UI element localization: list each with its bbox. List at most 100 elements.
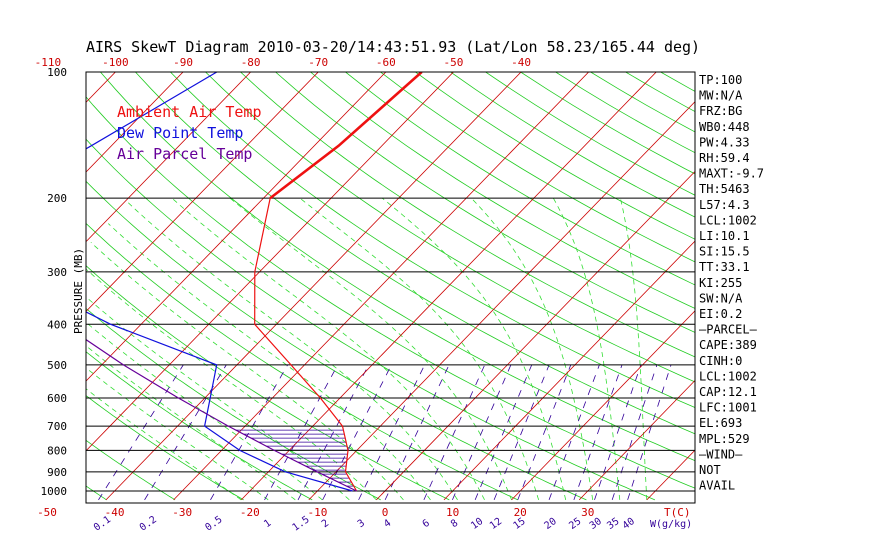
legend-entry: Ambient Air Temp — [117, 103, 262, 121]
isotherm — [240, 72, 657, 501]
mixing-ratio-line — [264, 364, 339, 501]
isotherm — [86, 72, 454, 452]
mixing-ratio-line — [98, 364, 184, 501]
dry-adiabat — [240, 72, 695, 358]
pressure-tick-label: 600 — [47, 392, 67, 405]
stat-item: MW:N/A — [699, 89, 743, 103]
mixing-ratio-line — [322, 364, 392, 501]
isotherm — [173, 72, 590, 501]
isotherm — [376, 170, 695, 501]
moist-adiabat — [86, 388, 242, 501]
moist-adiabat — [127, 202, 458, 501]
moist-adiabat — [620, 198, 648, 500]
mixing-ratio-tick-label: 40 — [621, 516, 637, 532]
mixing-ratio-line — [493, 364, 550, 501]
isotherm — [0, 63, 57, 500]
temp-tick-label: -40 — [105, 506, 125, 519]
stat-item: TT:33.1 — [699, 260, 750, 274]
temp-tick-label: 0 — [382, 506, 389, 519]
mixing-ratio-tick-label: 4 — [382, 518, 393, 530]
stat-item: NOT — [699, 463, 721, 477]
mixing-ratio-tick-label: 0.2 — [138, 514, 159, 533]
mixing-ratio-line — [611, 364, 658, 501]
mixing-ratio-tick-label: 3 — [356, 518, 367, 530]
profile-line — [86, 338, 357, 492]
temp-tick-label: -20 — [240, 506, 260, 519]
mixing-ratio-tick-label: 20 — [543, 516, 559, 532]
pressure-tick-label: 1000 — [41, 485, 68, 498]
isotherm — [443, 240, 695, 501]
stat-item: KI:255 — [699, 276, 742, 290]
dry-adiabat — [86, 265, 450, 501]
profile-lines — [86, 72, 423, 492]
stat-item: MAXT:-9.7 — [699, 167, 764, 181]
pressure-tick-label: 700 — [47, 420, 67, 433]
isotherm — [86, 72, 116, 103]
mixing-ratio-tick-label: 0.5 — [203, 514, 224, 533]
top-temp-tick-label: -40 — [511, 56, 531, 69]
top-temp-tick-label: -50 — [443, 56, 463, 69]
stat-item: —PARCEL— — [699, 323, 758, 337]
mixing-ratio-line — [297, 364, 370, 501]
profile-line — [86, 72, 353, 492]
stat-item: L57:4.3 — [699, 198, 750, 212]
stat-item: CINH:0 — [699, 354, 742, 368]
dry-adiabat — [86, 439, 176, 501]
temp-tick-label: 30 — [581, 506, 594, 519]
dry-adiabat — [86, 351, 313, 501]
top-temp-tick-label: -70 — [308, 56, 328, 69]
y-axis-label: PRESSURE (MB) — [72, 248, 85, 334]
isotherm — [86, 72, 252, 243]
profile-line — [254, 72, 423, 492]
top-temp-tick-label: -110 — [35, 56, 62, 69]
dry-adiabat — [415, 72, 695, 240]
temp-unit-label: T(C) — [664, 506, 691, 519]
mixing-ratio-line — [627, 364, 672, 501]
profile-line — [269, 72, 423, 200]
stat-item: LFC:1001 — [699, 401, 757, 415]
dry-adiabat — [86, 138, 656, 501]
stat-item: SI:15.5 — [699, 245, 750, 259]
isotherm — [511, 310, 695, 501]
stat-item: SW:N/A — [699, 291, 743, 305]
stat-item: LI:10.1 — [699, 229, 750, 243]
isotherms — [0, 63, 695, 501]
moist-adiabats — [86, 197, 648, 501]
chart-grid — [0, 63, 870, 501]
temp-tick-label: -50 — [37, 506, 57, 519]
dry-adiabat — [275, 72, 695, 333]
top-temp-tick-label: -80 — [241, 56, 261, 69]
dry-adiabat — [380, 72, 695, 263]
dry-adiabat — [310, 72, 695, 309]
isotherm — [105, 72, 522, 501]
mixing-ratio-tick-label: 35 — [605, 516, 621, 532]
stat-item: PW:4.33 — [699, 135, 750, 149]
top-temp-tick-label: -100 — [102, 56, 129, 69]
isotherm — [86, 72, 319, 312]
stat-item: MPL:529 — [699, 432, 750, 446]
pressure-tick-label: 100 — [47, 66, 67, 79]
dry-adiabats — [86, 72, 870, 501]
pressure-tick-label: 300 — [47, 266, 67, 279]
stat-item: WB0:448 — [699, 120, 750, 134]
dry-adiabat — [766, 72, 870, 500]
dry-adiabat — [100, 72, 695, 462]
dry-adiabat — [86, 180, 587, 501]
moist-adiabat — [86, 268, 377, 501]
stat-item: —WIND— — [699, 447, 743, 461]
dry-adiabat — [485, 72, 695, 196]
legend-entry: Air Parcel Temp — [117, 145, 252, 163]
top-temp-tick-label: -90 — [173, 56, 193, 69]
plot-frame — [85, 71, 696, 504]
mixing-ratio-line — [594, 364, 642, 501]
moist-adiabat — [299, 197, 539, 500]
mixing-ratio-line — [358, 364, 426, 501]
mixing-ratio-tick-label: 8 — [449, 518, 460, 530]
pressure-tick-label: 800 — [47, 444, 67, 457]
temp-tick-label: 20 — [514, 506, 527, 519]
stat-item: AVAIL — [699, 479, 735, 493]
moist-adiabat — [86, 296, 350, 501]
legend-entry: Dew Point Temp — [117, 124, 243, 142]
